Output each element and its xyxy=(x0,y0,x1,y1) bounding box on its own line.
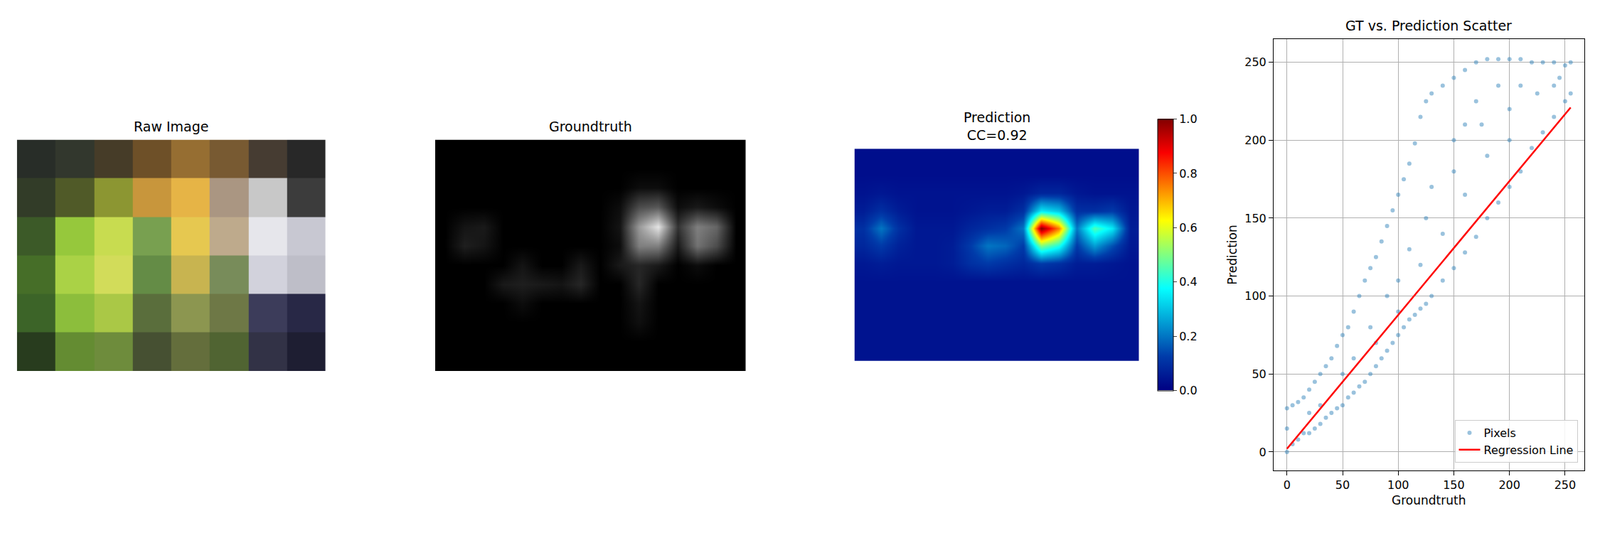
svg-text:0.6: 0.6 xyxy=(1179,221,1197,235)
svg-text:0: 0 xyxy=(1259,445,1267,460)
svg-text:Regression Line: Regression Line xyxy=(1484,443,1574,458)
svg-text:100: 100 xyxy=(1244,289,1267,303)
svg-text:150: 150 xyxy=(1244,211,1267,226)
svg-text:0.8: 0.8 xyxy=(1179,167,1197,181)
svg-text:250: 250 xyxy=(1554,478,1577,493)
svg-text:0: 0 xyxy=(1283,478,1291,493)
svg-text:Prediction: Prediction xyxy=(1225,224,1240,285)
svg-text:150: 150 xyxy=(1442,478,1465,493)
svg-text:GT vs. Prediction Scatter: GT vs. Prediction Scatter xyxy=(1345,17,1512,34)
svg-text:PredictionCC=0.92: PredictionCC=0.92 xyxy=(963,109,1031,143)
svg-text:0.0: 0.0 xyxy=(1179,384,1197,398)
svg-text:Pixels: Pixels xyxy=(1484,426,1517,441)
svg-text:200: 200 xyxy=(1498,478,1521,493)
svg-text:0.2: 0.2 xyxy=(1179,329,1197,344)
svg-text:50: 50 xyxy=(1335,478,1350,493)
svg-text:Groundtruth: Groundtruth xyxy=(548,118,633,135)
svg-text:100: 100 xyxy=(1387,478,1410,493)
svg-text:250: 250 xyxy=(1244,55,1267,69)
svg-text:1.0: 1.0 xyxy=(1179,112,1197,126)
svg-text:200: 200 xyxy=(1244,133,1267,148)
svg-text:50: 50 xyxy=(1251,367,1266,382)
svg-text:Raw Image: Raw Image xyxy=(133,118,210,135)
svg-text:Groundtruth: Groundtruth xyxy=(1391,493,1466,508)
svg-text:0.4: 0.4 xyxy=(1179,275,1197,289)
